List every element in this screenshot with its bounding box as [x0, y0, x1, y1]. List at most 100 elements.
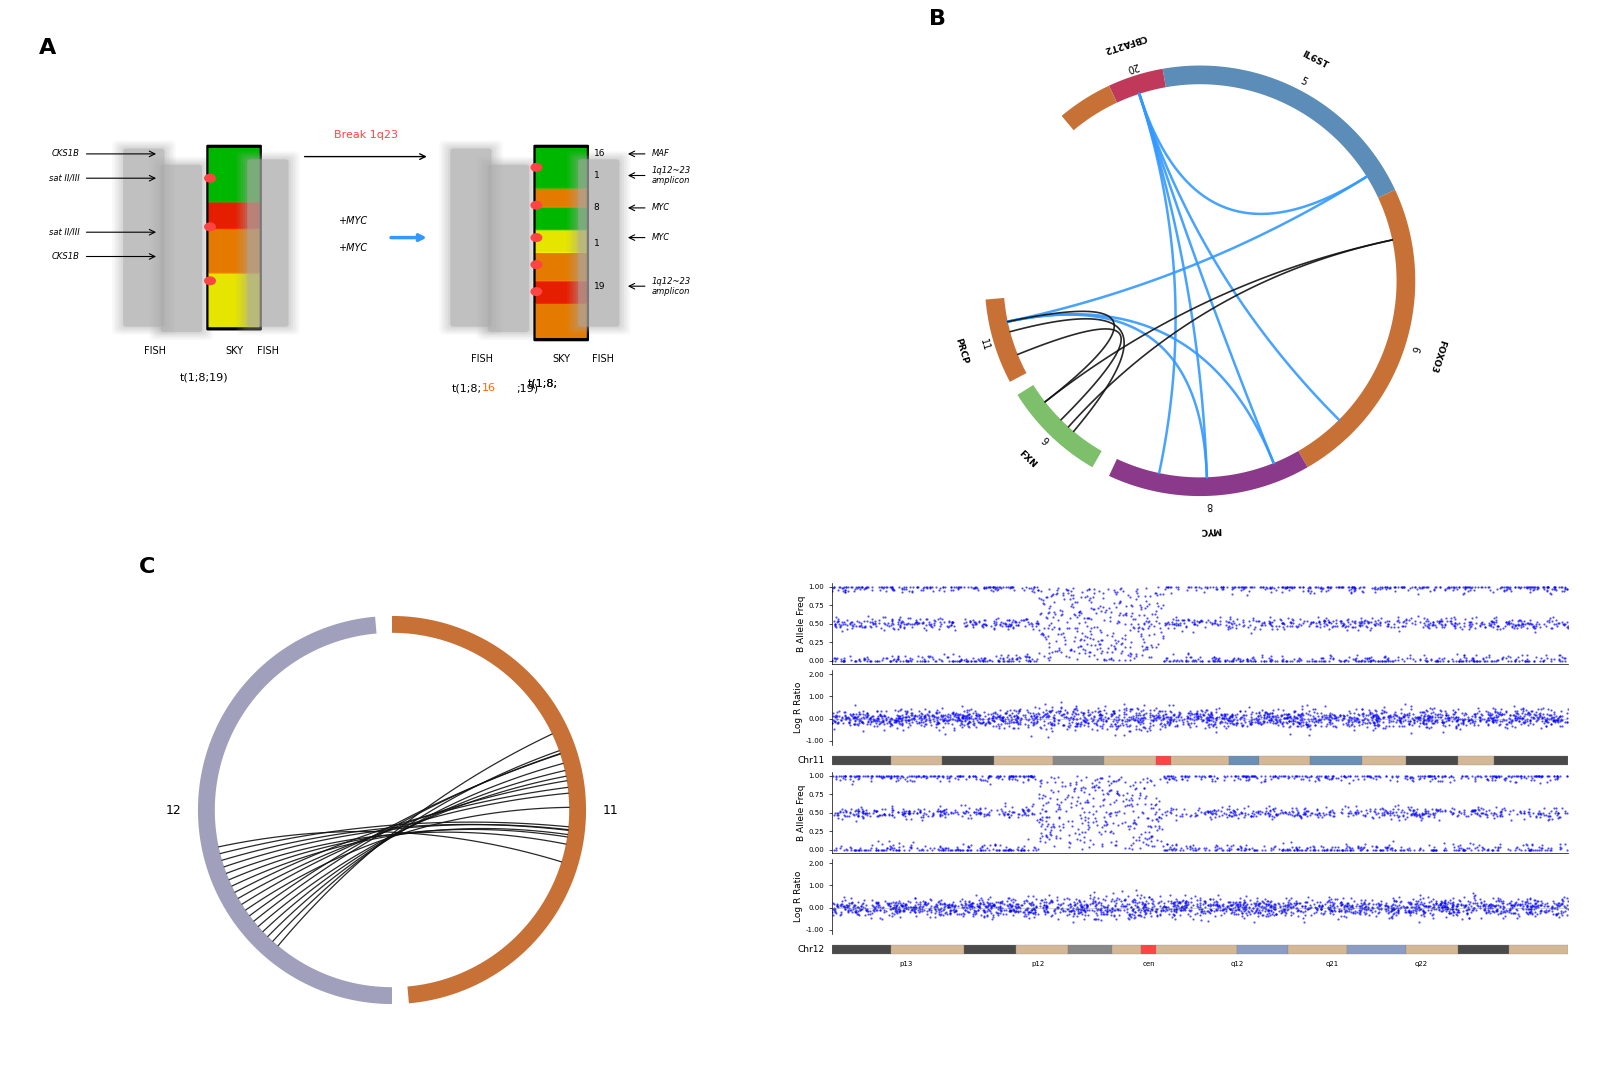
Point: [1075, 706, 1101, 724]
Point: [838, 800, 864, 818]
Point: [965, 901, 990, 918]
Point: [1136, 837, 1162, 854]
Point: [987, 901, 1013, 918]
Point: [1371, 841, 1397, 859]
Point: [842, 708, 867, 726]
Point: [1480, 771, 1506, 788]
Point: [882, 840, 907, 858]
Point: [1203, 836, 1229, 853]
Point: [1424, 612, 1450, 630]
Point: [1214, 767, 1240, 784]
Point: [1544, 899, 1570, 916]
Point: [1046, 809, 1072, 826]
Point: [843, 841, 869, 859]
Point: [1288, 902, 1314, 919]
Point: [1288, 841, 1314, 859]
Point: [1112, 891, 1138, 908]
Point: [1318, 840, 1344, 858]
Point: [1013, 647, 1038, 664]
Point: [1376, 618, 1402, 635]
Point: [1203, 895, 1229, 913]
Point: [1203, 711, 1229, 728]
Point: [1344, 711, 1370, 728]
Point: [955, 578, 981, 595]
Point: [1509, 716, 1534, 733]
Point: [896, 582, 922, 599]
Point: [1144, 900, 1170, 917]
Point: [915, 652, 941, 670]
Point: [832, 767, 858, 784]
Point: [1403, 612, 1429, 630]
Point: [880, 900, 906, 917]
Point: [941, 581, 966, 598]
Point: [1104, 890, 1130, 907]
Point: [981, 896, 1006, 914]
Point: [1090, 711, 1115, 728]
Point: [1272, 903, 1298, 920]
Point: [829, 579, 854, 596]
Point: [1064, 715, 1090, 732]
Point: [962, 902, 987, 919]
Point: [1050, 902, 1075, 919]
Point: [1166, 704, 1192, 721]
Point: [1283, 840, 1309, 858]
Point: [934, 618, 960, 635]
Point: [1096, 580, 1122, 597]
Point: [1032, 787, 1058, 805]
Point: [1090, 837, 1115, 854]
Point: [1475, 840, 1501, 858]
Point: [1512, 705, 1538, 723]
Point: [1421, 901, 1446, 918]
Point: [1038, 892, 1064, 909]
Point: [1256, 612, 1282, 630]
Point: [1115, 646, 1141, 663]
Point: [946, 580, 971, 597]
Point: [1357, 768, 1382, 785]
Point: [1309, 707, 1334, 725]
Point: [1421, 841, 1446, 859]
Point: [1349, 609, 1374, 626]
Point: [858, 905, 883, 922]
Point: [928, 894, 954, 912]
Point: [984, 767, 1010, 784]
Point: [936, 612, 962, 630]
Point: [1091, 816, 1117, 834]
Point: [1125, 795, 1150, 812]
Point: [1208, 705, 1234, 723]
Point: [907, 841, 933, 859]
Point: [1400, 717, 1426, 734]
Point: [1525, 768, 1550, 785]
Point: [826, 714, 851, 731]
Point: [1162, 910, 1187, 928]
Point: [1144, 821, 1170, 838]
Point: [1280, 714, 1306, 731]
Point: [861, 712, 886, 729]
Point: [1488, 904, 1514, 921]
Point: [859, 581, 885, 598]
Point: [1091, 809, 1117, 826]
Point: [1005, 838, 1030, 855]
Point: [1418, 772, 1443, 789]
Point: [1552, 714, 1578, 731]
Point: [1312, 841, 1338, 859]
Point: [926, 714, 952, 731]
Point: [1453, 711, 1478, 728]
Point: [1485, 901, 1510, 918]
Point: [1174, 714, 1200, 731]
Point: [1059, 597, 1085, 615]
Point: [1030, 786, 1056, 804]
Point: [1373, 652, 1398, 670]
Point: [1310, 806, 1336, 823]
Point: [856, 805, 882, 822]
Point: [1155, 579, 1181, 596]
Point: [1320, 906, 1346, 923]
Point: [1155, 767, 1181, 784]
Point: [1046, 796, 1072, 813]
Point: [1032, 609, 1058, 626]
Point: [846, 705, 872, 723]
Point: [1258, 647, 1283, 664]
Point: [1059, 705, 1085, 723]
Point: [1142, 710, 1168, 727]
Point: [1131, 908, 1157, 926]
Point: [1197, 804, 1222, 821]
